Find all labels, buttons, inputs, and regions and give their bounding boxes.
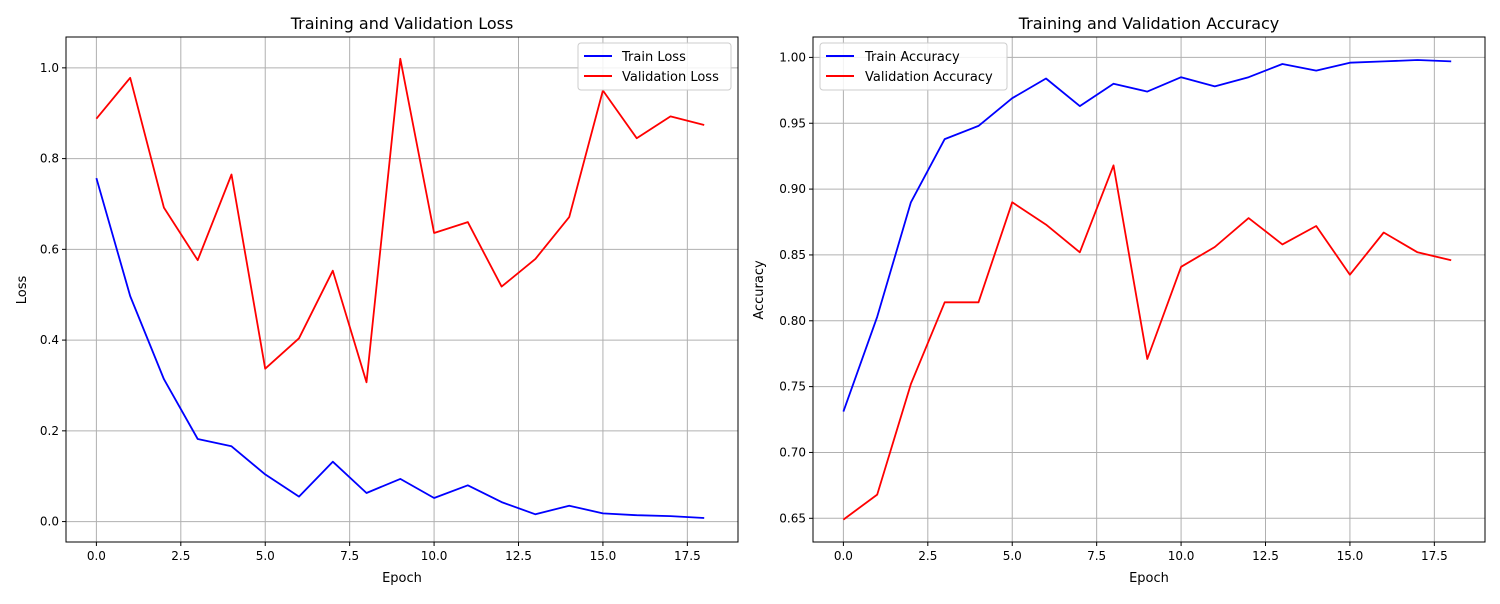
accuracy-xtick-label: 12.5 bbox=[1252, 549, 1279, 563]
loss-chart-ylabel: Loss bbox=[15, 276, 30, 305]
loss-chart-legend: Train Loss Validation Loss bbox=[577, 42, 732, 91]
accuracy-xtick-label: 2.5 bbox=[918, 549, 937, 563]
accuracy-ytick-label: 0.85 bbox=[779, 248, 806, 262]
loss-xtick-label: 15.0 bbox=[590, 549, 617, 563]
accuracy-ytick-label: 0.90 bbox=[779, 182, 806, 196]
accuracy-ytick-label: 0.70 bbox=[779, 445, 806, 459]
loss-chart-title: Training and Validation Loss bbox=[290, 14, 514, 33]
loss-chart-frame bbox=[65, 36, 739, 543]
loss-ytick-label: 1.0 bbox=[40, 61, 59, 75]
accuracy-xtick-label: 15.0 bbox=[1337, 549, 1364, 563]
loss-chart: Training and Validation Loss 0.0 2.5 5.0 7.… bbox=[15, 14, 739, 586]
accuracy-chart-grid bbox=[813, 37, 1485, 542]
accuracy-xtick-label: 5.0 bbox=[1003, 549, 1022, 563]
accuracy-chart: Training and Validation Accuracy 0.0 2.5 5… bbox=[752, 14, 1486, 586]
accuracy-series-validation-line bbox=[842, 164, 1452, 521]
loss-ytick-label: 0.0 bbox=[40, 515, 59, 529]
loss-xtick-label: 5.0 bbox=[256, 549, 275, 563]
loss-ytick-label: 0.8 bbox=[40, 152, 59, 166]
accuracy-ytick-label: 1.00 bbox=[779, 50, 806, 64]
loss-xtick-label: 12.5 bbox=[505, 549, 532, 563]
loss-ytick-label: 0.2 bbox=[40, 424, 59, 438]
loss-legend-train-label: Train Loss bbox=[621, 50, 686, 65]
loss-xtick-label: 0.0 bbox=[87, 549, 106, 563]
accuracy-xtick-label: 0.0 bbox=[834, 549, 853, 563]
accuracy-ytick-label: 0.75 bbox=[779, 380, 806, 394]
accuracy-chart-legend: Train Accuracy Validation Accuracy bbox=[819, 42, 1008, 91]
accuracy-xtick-label: 17.5 bbox=[1421, 549, 1448, 563]
loss-ytick-label: 0.6 bbox=[40, 242, 59, 256]
loss-chart-ticks: 0.0 2.5 5.0 7.5 10.0 12.5 15.0 17.5 0.0 0.2 0.4 0.6… bbox=[40, 61, 701, 563]
loss-series-train-line bbox=[95, 177, 705, 519]
loss-chart-xlabel: Epoch bbox=[382, 571, 422, 586]
loss-ytick-label: 0.4 bbox=[40, 333, 59, 347]
accuracy-chart-lines bbox=[842, 59, 1452, 521]
loss-chart-lines bbox=[95, 57, 705, 519]
accuracy-legend-val-label: Validation Accuracy bbox=[865, 70, 993, 85]
accuracy-legend-box bbox=[819, 42, 1008, 91]
accuracy-chart-ticks: 0.0 2.5 5.0 7.5 10.0 12.5 15.0 17.5 0.65 0.70 0.75… bbox=[779, 50, 1447, 563]
accuracy-chart-ylabel: Accuracy bbox=[752, 260, 767, 320]
accuracy-xtick-label: 10.0 bbox=[1168, 549, 1195, 563]
accuracy-series-train-line bbox=[842, 59, 1452, 412]
loss-xtick-label: 7.5 bbox=[340, 549, 359, 563]
accuracy-ytick-label: 0.95 bbox=[779, 116, 806, 130]
accuracy-ytick-label: 0.80 bbox=[779, 314, 806, 328]
accuracy-legend-train-label: Train Accuracy bbox=[864, 50, 960, 65]
accuracy-chart-xlabel: Epoch bbox=[1129, 571, 1169, 586]
accuracy-chart-frame bbox=[812, 36, 1486, 543]
accuracy-xtick-label: 7.5 bbox=[1087, 549, 1106, 563]
loss-legend-box bbox=[577, 42, 732, 91]
loss-xtick-label: 2.5 bbox=[171, 549, 190, 563]
loss-xtick-label: 17.5 bbox=[674, 549, 701, 563]
loss-series-validation-line bbox=[95, 57, 705, 384]
loss-chart-grid bbox=[66, 37, 738, 542]
accuracy-chart-title: Training and Validation Accuracy bbox=[1018, 14, 1280, 33]
loss-legend-val-label: Validation Loss bbox=[622, 70, 719, 85]
loss-xtick-label: 10.0 bbox=[421, 549, 448, 563]
accuracy-ytick-label: 0.65 bbox=[779, 511, 806, 525]
